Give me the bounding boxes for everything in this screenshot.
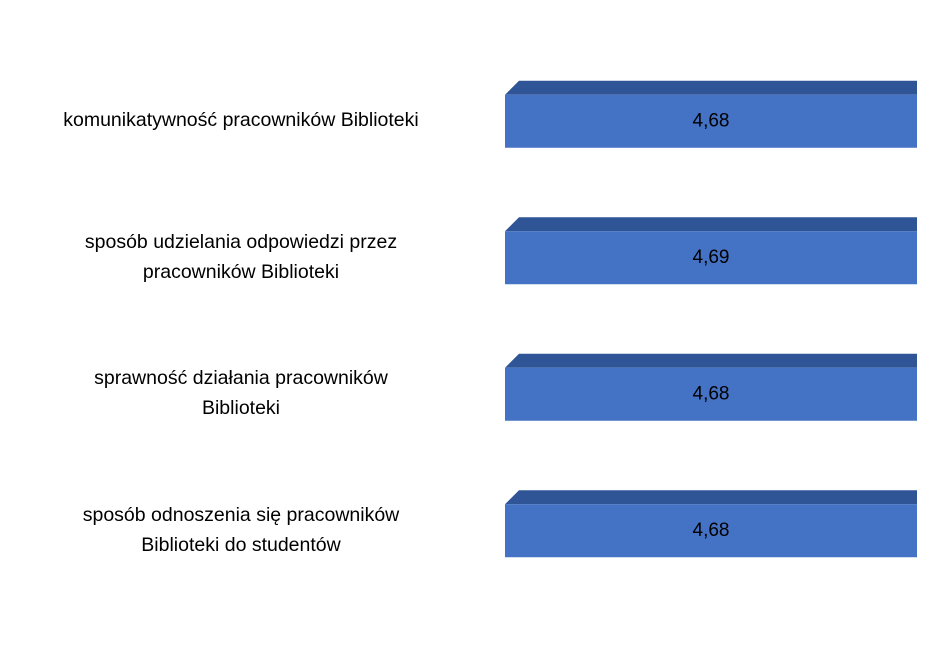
bar [505, 490, 917, 558]
bar-front [505, 504, 917, 558]
bar-top [505, 490, 917, 505]
bar [505, 353, 917, 421]
category-label: sprawność działania pracowników Bibliote… [94, 367, 388, 420]
category-label: sposób odnoszenia się pracowników Biblio… [82, 503, 400, 556]
category-label: sposób udzielania odpowiedzi przez praco… [84, 230, 398, 283]
bar-top [505, 80, 917, 95]
category-label: komunikatywność pracowników Biblioteki [63, 109, 419, 132]
bar [505, 217, 917, 285]
data-label: 4,68 [693, 383, 730, 404]
bar-front [505, 94, 917, 148]
bar-top [505, 353, 917, 368]
data-label: 4,68 [693, 110, 730, 131]
bar-top [505, 217, 917, 232]
bar [505, 80, 917, 148]
data-label: 4,68 [693, 520, 730, 541]
bar-front [505, 367, 917, 421]
data-label: 4,69 [693, 247, 730, 268]
bar-front [505, 231, 917, 285]
